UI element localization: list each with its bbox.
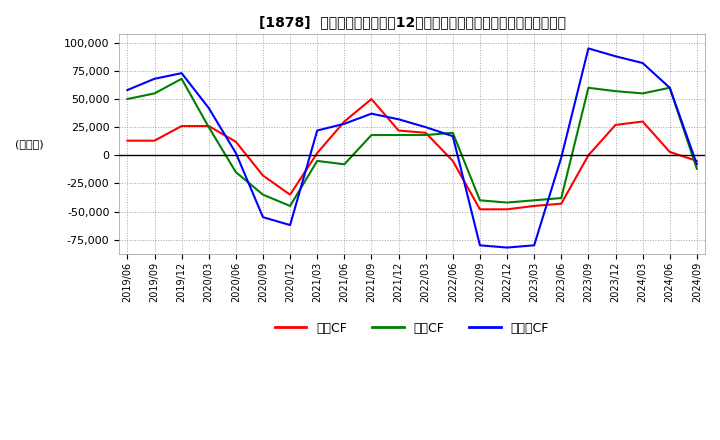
投資CF (530, 198, 539, 203)
Line: 営業CF: 営業CF (127, 99, 697, 209)
営業CF (367, 96, 376, 102)
フリーCF (449, 133, 457, 139)
投資CF (665, 85, 674, 91)
営業CF (232, 139, 240, 144)
フリーCF (476, 243, 485, 248)
フリーCF (367, 111, 376, 116)
営業CF (286, 192, 294, 197)
投資CF (367, 132, 376, 138)
投資CF (177, 76, 186, 81)
Y-axis label: (百万円): (百万円) (15, 139, 44, 149)
投資CF (639, 91, 647, 96)
フリーCF (557, 155, 566, 160)
営業CF (449, 158, 457, 164)
フリーCF (584, 46, 593, 51)
営業CF (177, 123, 186, 128)
投資CF (123, 96, 132, 102)
フリーCF (665, 85, 674, 91)
投資CF (232, 169, 240, 175)
Line: 投資CF: 投資CF (127, 79, 697, 206)
投資CF (476, 198, 485, 203)
営業CF (584, 153, 593, 158)
営業CF (639, 119, 647, 124)
投資CF (584, 85, 593, 91)
Line: フリーCF: フリーCF (127, 48, 697, 248)
営業CF (395, 128, 403, 133)
営業CF (530, 203, 539, 209)
営業CF (150, 138, 159, 143)
営業CF (204, 123, 213, 128)
営業CF (421, 130, 430, 136)
フリーCF (123, 88, 132, 93)
フリーCF (639, 60, 647, 66)
フリーCF (177, 70, 186, 76)
営業CF (665, 149, 674, 154)
投資CF (286, 203, 294, 209)
投資CF (204, 125, 213, 130)
営業CF (123, 138, 132, 143)
営業CF (476, 207, 485, 212)
フリーCF (340, 121, 348, 126)
フリーCF (204, 106, 213, 111)
フリーCF (421, 125, 430, 130)
投資CF (449, 130, 457, 136)
Legend: 営業CF, 投資CF, フリーCF: 営業CF, 投資CF, フリーCF (270, 317, 554, 340)
Title: [1878]  キャッシュフローの12か月移動合計の対前年同期増減額の推移: [1878] キャッシュフローの12か月移動合計の対前年同期増減額の推移 (258, 15, 566, 29)
フリーCF (530, 243, 539, 248)
フリーCF (286, 223, 294, 228)
フリーCF (611, 54, 620, 59)
フリーCF (693, 161, 701, 167)
投資CF (421, 132, 430, 138)
営業CF (313, 150, 322, 156)
フリーCF (232, 150, 240, 156)
投資CF (340, 161, 348, 167)
投資CF (258, 192, 267, 197)
営業CF (557, 201, 566, 206)
投資CF (611, 88, 620, 94)
営業CF (611, 122, 620, 128)
投資CF (313, 158, 322, 164)
投資CF (557, 195, 566, 201)
フリーCF (503, 245, 511, 250)
営業CF (693, 158, 701, 164)
投資CF (693, 166, 701, 172)
フリーCF (395, 117, 403, 122)
投資CF (150, 91, 159, 96)
営業CF (340, 119, 348, 124)
フリーCF (313, 128, 322, 133)
フリーCF (150, 76, 159, 81)
営業CF (503, 207, 511, 212)
投資CF (395, 132, 403, 138)
営業CF (258, 173, 267, 178)
フリーCF (258, 215, 267, 220)
投資CF (503, 200, 511, 205)
